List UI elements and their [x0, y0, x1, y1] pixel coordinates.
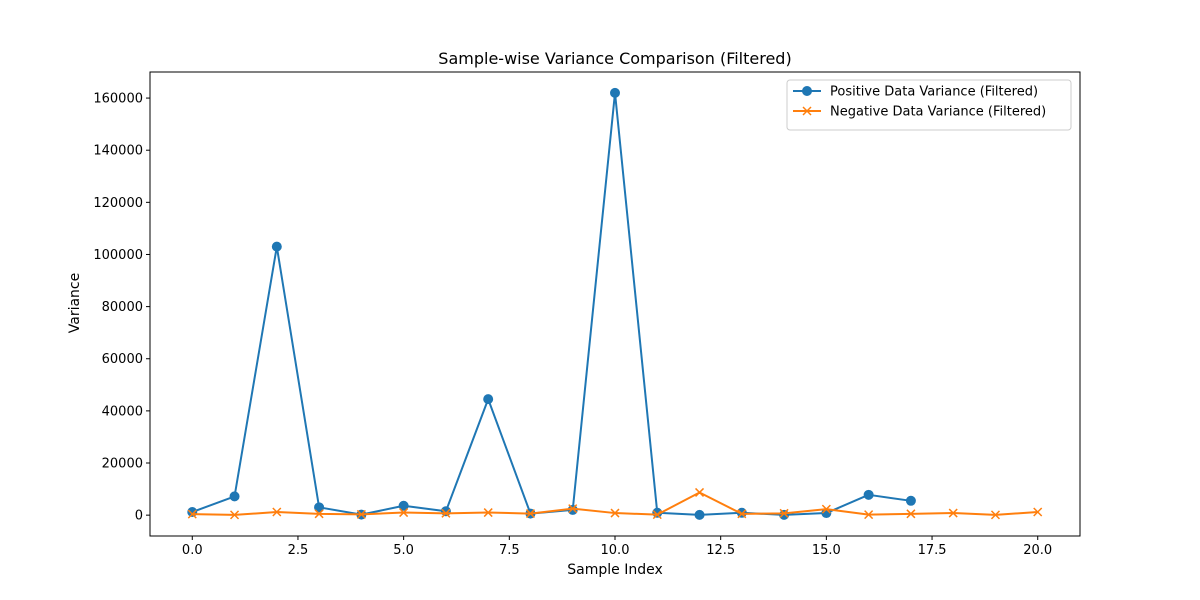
series-2-point	[695, 487, 705, 497]
x-tick-label: 20.0	[1023, 543, 1052, 558]
series-1-point	[483, 394, 494, 405]
series-1-point	[398, 500, 409, 511]
x-tick-label: 7.5	[499, 543, 520, 558]
series-2-point	[652, 510, 662, 520]
legend-label: Positive Data Variance (Filtered)	[830, 85, 1038, 100]
series-2-point	[525, 509, 535, 519]
series-2-point	[187, 509, 197, 519]
series-2-point	[314, 509, 324, 519]
series-2-point	[906, 509, 916, 519]
legend: Positive Data Variance (Filtered) Negativ…	[786, 79, 1072, 131]
series-2-point	[737, 509, 747, 519]
y-tick-label: 160000	[93, 92, 143, 107]
x-tick-label: 10.0	[601, 543, 630, 558]
chart-title: Sample-wise Variance Comparison (Filtere…	[438, 49, 791, 68]
series-2-point	[948, 508, 958, 518]
series-2-point	[990, 510, 1000, 520]
plot-area: 0.0 2.5 5.0 7.5 10.0 12.5 15.0 17.5 20.0 0 20000 40…	[93, 71, 1081, 558]
x-axis-title: Sample Index	[567, 562, 662, 578]
series-1-point	[905, 495, 916, 506]
series-2-point	[779, 508, 789, 518]
series-2-point	[272, 507, 282, 517]
x-tick-label: 15.0	[812, 543, 841, 558]
y-tick-label: 40000	[102, 404, 143, 419]
axes-frame	[149, 71, 1081, 537]
series-2-point	[441, 508, 451, 518]
y-axis-title: Variance	[67, 273, 83, 333]
x-tick-label: 12.5	[706, 543, 735, 558]
legend-box	[786, 79, 1072, 131]
y-tick-label: 120000	[93, 196, 143, 211]
y-tick-label: 0	[135, 509, 143, 524]
series-1-point	[314, 502, 325, 513]
series-2-point	[356, 509, 366, 519]
y-tick-label: 80000	[102, 300, 143, 315]
legend-swatch-marker	[802, 86, 812, 96]
series-2-point	[230, 510, 240, 520]
series-1-point	[610, 87, 620, 98]
series-2-point	[610, 508, 620, 518]
x-tick-label: 2.5	[288, 543, 309, 558]
series-1-point	[694, 509, 705, 520]
series-2-point	[1033, 507, 1043, 517]
y-tick-label: 140000	[93, 144, 143, 159]
x-tick-label: 0.0	[182, 543, 203, 558]
series-2-point	[399, 508, 409, 518]
series-1-point	[187, 507, 198, 518]
x-tick-label: 5.0	[393, 543, 414, 558]
series-2-point	[821, 504, 831, 514]
legend-label: Negative Data Variance (Filtered)	[830, 105, 1046, 120]
series-line-1	[191, 91, 912, 516]
series-1-point	[440, 506, 451, 517]
y-tick-label: 100000	[93, 248, 143, 263]
series-2-point	[864, 510, 874, 520]
series-1-point	[271, 241, 282, 252]
series-2-point	[568, 504, 578, 514]
x-tick-label: 17.5	[918, 543, 947, 558]
series-1-point	[863, 489, 874, 500]
y-tick-label: 60000	[102, 352, 143, 367]
series-2-point	[483, 508, 493, 518]
y-tick-label: 20000	[102, 457, 143, 472]
legend-swatch-marker	[802, 106, 812, 116]
series-1-point	[779, 509, 790, 520]
series-1-point	[229, 491, 240, 502]
